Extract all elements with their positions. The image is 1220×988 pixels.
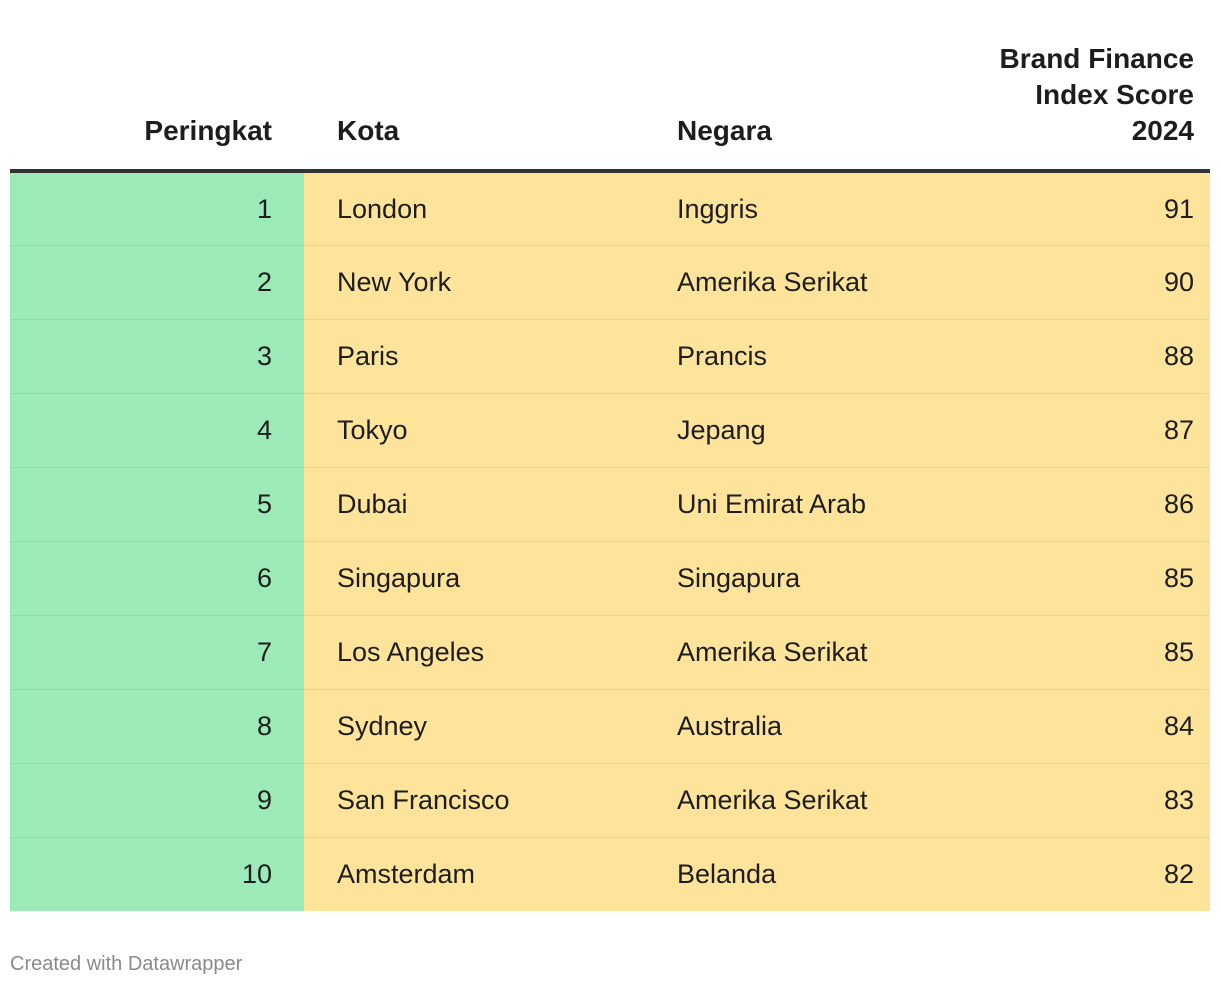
rank-cell: 9 [10, 763, 304, 838]
rank-cell: 4 [10, 393, 304, 468]
rank-cell: 8 [10, 689, 304, 764]
city-cell: London [304, 171, 644, 246]
score-cell: 91 [984, 171, 1210, 246]
header-row: Peringkat Kota Negara Brand Finance Index… [10, 0, 1210, 173]
city-cell: Los Angeles [304, 615, 644, 690]
country-cell: Amerika Serikat [644, 615, 984, 690]
table-row: 9 San Francisco Amerika Serikat 83 [10, 763, 1210, 838]
rank-cell: 10 [10, 837, 304, 911]
ranking-table: Peringkat Kota Negara Brand Finance Index… [10, 0, 1210, 911]
table-row: 4 Tokyo Jepang 87 [10, 393, 1210, 468]
table-row: 5 Dubai Uni Emirat Arab 86 [10, 467, 1210, 542]
country-cell: Amerika Serikat [644, 245, 984, 320]
score-cell: 90 [984, 245, 1210, 320]
table-row: 2 New York Amerika Serikat 90 [10, 245, 1210, 320]
country-cell: Prancis [644, 319, 984, 394]
datawrapper-credit: Created with Datawrapper [10, 953, 243, 975]
city-cell: Singapura [304, 541, 644, 616]
header-rank[interactable]: Peringkat [10, 0, 304, 173]
score-cell: 83 [984, 763, 1210, 838]
table-body: 1 London Inggris 91 2 New York Amerika Serikat… [10, 171, 1210, 911]
city-cell: Amsterdam [304, 837, 644, 911]
country-cell: Belanda [644, 837, 984, 911]
city-cell: Tokyo [304, 393, 644, 468]
city-cell: San Francisco [304, 763, 644, 838]
country-cell: Uni Emirat Arab [644, 467, 984, 542]
score-cell: 85 [984, 615, 1210, 690]
score-cell: 82 [984, 837, 1210, 911]
rank-cell: 6 [10, 541, 304, 616]
score-cell: 87 [984, 393, 1210, 468]
rank-cell: 1 [10, 171, 304, 246]
city-cell: Paris [304, 319, 644, 394]
header-score-line-1: Brand Finance [999, 43, 1194, 74]
city-cell: Sydney [304, 689, 644, 764]
header-country[interactable]: Negara [644, 0, 984, 173]
score-cell: 86 [984, 467, 1210, 542]
table-row: 3 Paris Prancis 88 [10, 319, 1210, 394]
rank-cell: 2 [10, 245, 304, 320]
country-cell: Australia [644, 689, 984, 764]
rank-cell: 5 [10, 467, 304, 542]
header-city[interactable]: Kota [304, 0, 644, 173]
country-cell: Amerika Serikat [644, 763, 984, 838]
country-cell: Jepang [644, 393, 984, 468]
table-row: 1 London Inggris 91 [10, 171, 1210, 246]
table-header: Peringkat Kota Negara Brand Finance Index… [10, 0, 1210, 173]
header-score-line-3: 2024 [1131, 115, 1194, 146]
header-score[interactable]: Brand Finance Index Score 2024 [984, 0, 1210, 173]
city-cell: New York [304, 245, 644, 320]
score-cell: 85 [984, 541, 1210, 616]
country-cell: Inggris [644, 171, 984, 246]
table-row: 8 Sydney Australia 84 [10, 689, 1210, 764]
score-cell: 88 [984, 319, 1210, 394]
table-row: 6 Singapura Singapura 85 [10, 541, 1210, 616]
score-cell: 84 [984, 689, 1210, 764]
rank-cell: 3 [10, 319, 304, 394]
table-row: 10 Amsterdam Belanda 82 [10, 837, 1210, 911]
country-cell: Singapura [644, 541, 984, 616]
table-row: 7 Los Angeles Amerika Serikat 85 [10, 615, 1210, 690]
city-cell: Dubai [304, 467, 644, 542]
rank-cell: 7 [10, 615, 304, 690]
ranking-table-container: Peringkat Kota Negara Brand Finance Index… [10, 0, 1210, 911]
header-score-line-2: Index Score [1035, 79, 1194, 110]
